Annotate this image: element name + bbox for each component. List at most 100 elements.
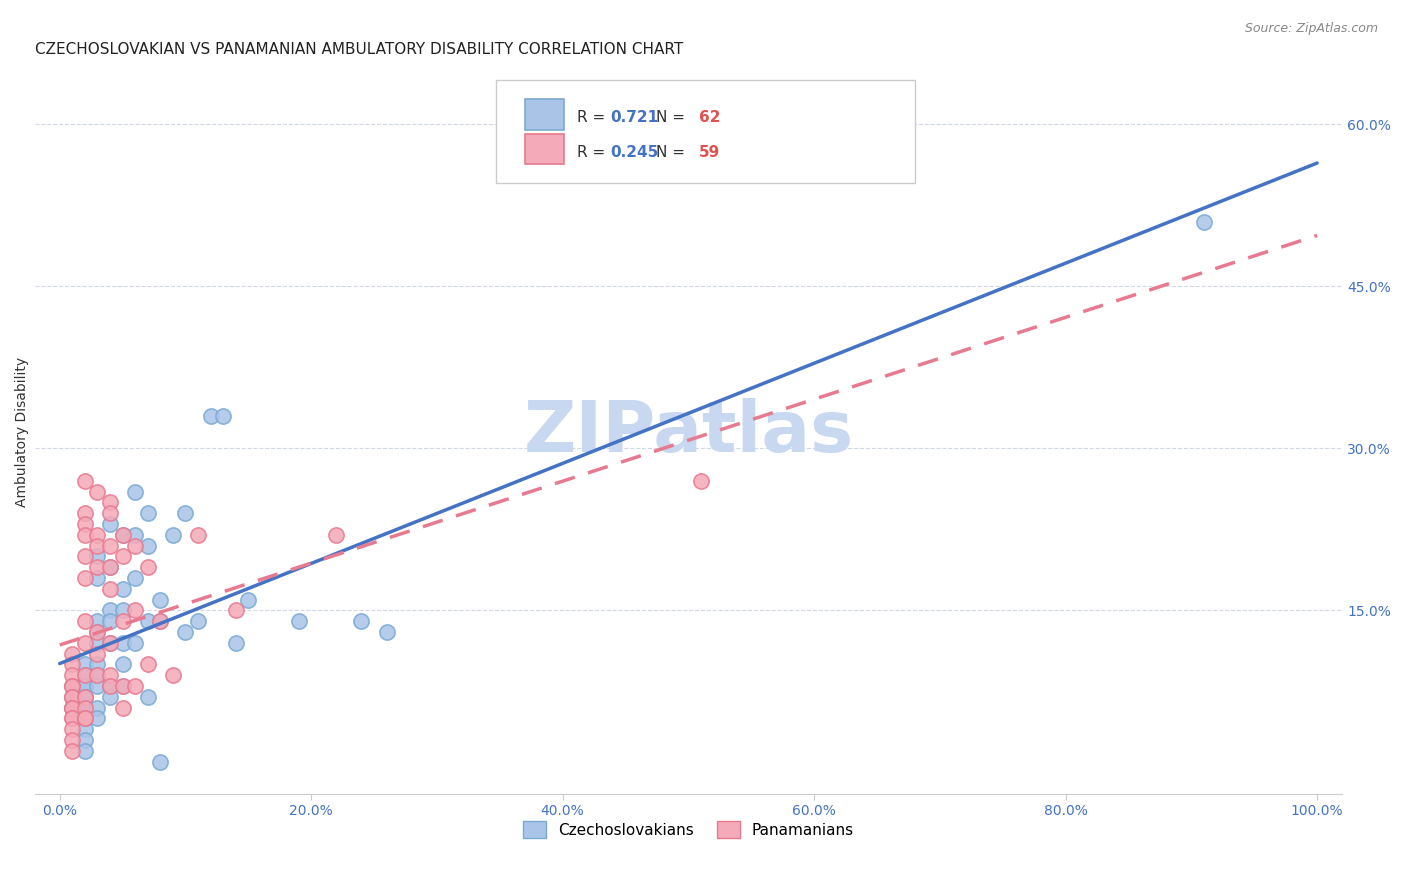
Czechoslovakians bbox=[136, 506, 159, 520]
Czechoslovakians bbox=[124, 571, 146, 585]
Czechoslovakians bbox=[174, 625, 197, 640]
Czechoslovakians bbox=[111, 636, 134, 650]
Czechoslovakians bbox=[98, 603, 121, 617]
Czechoslovakians bbox=[86, 679, 108, 693]
Czechoslovakians bbox=[73, 690, 96, 704]
Panamanians bbox=[225, 603, 247, 617]
Czechoslovakians bbox=[124, 484, 146, 499]
Czechoslovakians bbox=[124, 636, 146, 650]
FancyBboxPatch shape bbox=[496, 79, 915, 183]
Czechoslovakians bbox=[86, 657, 108, 672]
Czechoslovakians bbox=[162, 528, 184, 542]
Panamanians bbox=[60, 711, 83, 725]
Panamanians bbox=[98, 668, 121, 682]
Czechoslovakians bbox=[200, 409, 222, 423]
Panamanians bbox=[73, 474, 96, 488]
Panamanians bbox=[124, 603, 146, 617]
Panamanians bbox=[149, 614, 172, 628]
Panamanians bbox=[73, 528, 96, 542]
Panamanians bbox=[60, 690, 83, 704]
Czechoslovakians bbox=[98, 516, 121, 531]
Czechoslovakians bbox=[98, 636, 121, 650]
Czechoslovakians bbox=[60, 679, 83, 693]
Text: Source: ZipAtlas.com: Source: ZipAtlas.com bbox=[1244, 22, 1378, 36]
Panamanians bbox=[60, 733, 83, 747]
Czechoslovakians bbox=[73, 679, 96, 693]
Czechoslovakians bbox=[136, 614, 159, 628]
Text: 0.245: 0.245 bbox=[610, 145, 658, 160]
Czechoslovakians bbox=[111, 528, 134, 542]
Czechoslovakians bbox=[111, 582, 134, 596]
Panamanians bbox=[111, 614, 134, 628]
Panamanians bbox=[86, 668, 108, 682]
Panamanians bbox=[690, 474, 713, 488]
Czechoslovakians bbox=[149, 614, 172, 628]
Czechoslovakians bbox=[149, 755, 172, 769]
Czechoslovakians bbox=[350, 614, 373, 628]
Czechoslovakians bbox=[136, 690, 159, 704]
Czechoslovakians bbox=[124, 528, 146, 542]
Czechoslovakians bbox=[111, 679, 134, 693]
Panamanians bbox=[124, 679, 146, 693]
Czechoslovakians bbox=[136, 539, 159, 553]
Panamanians bbox=[86, 539, 108, 553]
Panamanians bbox=[98, 560, 121, 574]
Panamanians bbox=[60, 700, 83, 714]
Czechoslovakians bbox=[73, 700, 96, 714]
Czechoslovakians bbox=[86, 700, 108, 714]
Panamanians bbox=[60, 657, 83, 672]
Panamanians bbox=[60, 744, 83, 758]
Czechoslovakians bbox=[111, 657, 134, 672]
Czechoslovakians bbox=[86, 625, 108, 640]
Bar bbox=[524, 99, 564, 129]
Czechoslovakians bbox=[149, 592, 172, 607]
Panamanians bbox=[111, 528, 134, 542]
Panamanians bbox=[98, 539, 121, 553]
Panamanians bbox=[73, 614, 96, 628]
Panamanians bbox=[73, 516, 96, 531]
Panamanians bbox=[60, 711, 83, 725]
Panamanians bbox=[73, 549, 96, 564]
Czechoslovakians bbox=[375, 625, 398, 640]
Panamanians bbox=[111, 679, 134, 693]
Czechoslovakians bbox=[98, 679, 121, 693]
Czechoslovakians bbox=[187, 614, 209, 628]
Panamanians bbox=[136, 657, 159, 672]
Panamanians bbox=[73, 700, 96, 714]
Czechoslovakians bbox=[225, 636, 247, 650]
Panamanians bbox=[111, 549, 134, 564]
Czechoslovakians bbox=[86, 549, 108, 564]
Panamanians bbox=[60, 679, 83, 693]
Czechoslovakians bbox=[86, 614, 108, 628]
Panamanians bbox=[325, 528, 347, 542]
Czechoslovakians bbox=[238, 592, 260, 607]
Panamanians bbox=[60, 723, 83, 737]
Bar bbox=[524, 134, 564, 164]
Czechoslovakians bbox=[98, 560, 121, 574]
Czechoslovakians bbox=[73, 657, 96, 672]
Panamanians bbox=[98, 506, 121, 520]
Text: 62: 62 bbox=[699, 110, 720, 125]
Czechoslovakians bbox=[73, 744, 96, 758]
Panamanians bbox=[60, 700, 83, 714]
Text: CZECHOSLOVAKIAN VS PANAMANIAN AMBULATORY DISABILITY CORRELATION CHART: CZECHOSLOVAKIAN VS PANAMANIAN AMBULATORY… bbox=[35, 42, 683, 57]
Czechoslovakians bbox=[174, 506, 197, 520]
Panamanians bbox=[60, 690, 83, 704]
Panamanians bbox=[60, 668, 83, 682]
Panamanians bbox=[98, 582, 121, 596]
Panamanians bbox=[73, 690, 96, 704]
Czechoslovakians bbox=[73, 690, 96, 704]
Czechoslovakians bbox=[73, 679, 96, 693]
Panamanians bbox=[124, 539, 146, 553]
Czechoslovakians bbox=[73, 700, 96, 714]
Czechoslovakians bbox=[1192, 214, 1215, 228]
Text: R =: R = bbox=[578, 145, 610, 160]
Panamanians bbox=[162, 668, 184, 682]
Text: R =: R = bbox=[578, 110, 610, 125]
Panamanians bbox=[136, 560, 159, 574]
Czechoslovakians bbox=[86, 571, 108, 585]
Czechoslovakians bbox=[73, 711, 96, 725]
Panamanians bbox=[60, 679, 83, 693]
Panamanians bbox=[73, 711, 96, 725]
Panamanians bbox=[60, 700, 83, 714]
